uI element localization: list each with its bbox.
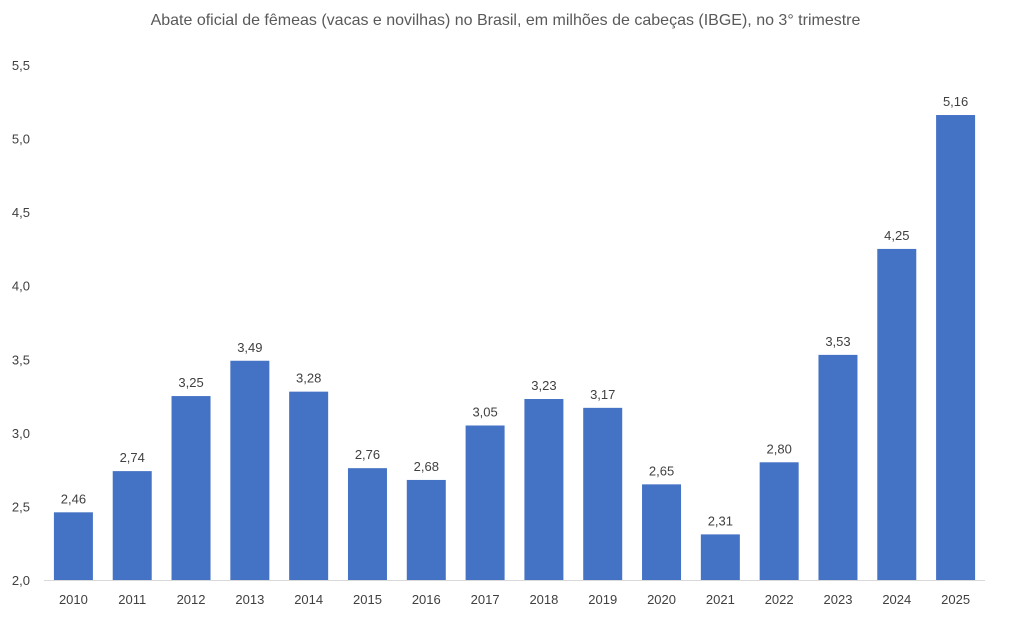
data-label: 2,46 [61, 491, 86, 506]
data-label: 2,80 [767, 441, 792, 456]
bar [347, 468, 387, 580]
x-tick-label: 2019 [588, 592, 617, 607]
x-tick-label: 2025 [941, 592, 970, 607]
chart-title: Abate oficial de fêmeas (vacas e novilha… [150, 12, 861, 29]
data-label: 2,65 [649, 463, 674, 478]
y-tick-label: 2,0 [12, 573, 30, 588]
data-label: 3,25 [178, 375, 203, 390]
x-tick-label: 2017 [471, 592, 500, 607]
bar [53, 512, 93, 580]
data-label: 2,31 [708, 513, 733, 528]
y-tick-label: 3,0 [12, 426, 30, 441]
bar [818, 354, 858, 580]
x-tick-label: 2013 [235, 592, 264, 607]
y-tick-label: 3,5 [12, 352, 30, 367]
bar [465, 425, 505, 580]
y-tick-label: 5,0 [12, 132, 30, 147]
y-tick-label: 2,5 [12, 499, 30, 514]
x-tick-label: 2018 [529, 592, 558, 607]
bar [289, 391, 329, 580]
x-tick-label: 2020 [647, 592, 676, 607]
bar [642, 484, 682, 580]
bar [936, 115, 976, 581]
bar [700, 534, 740, 580]
x-tick-label: 2015 [353, 592, 382, 607]
bar [759, 462, 799, 580]
x-tick-label: 2016 [412, 592, 441, 607]
x-tick-label: 2012 [177, 592, 206, 607]
x-tick-label: 2010 [59, 592, 88, 607]
bar [877, 248, 917, 580]
x-tick-label: 2023 [824, 592, 853, 607]
data-label: 3,05 [472, 405, 497, 420]
y-tick-label: 4,5 [12, 205, 30, 220]
x-tick-label: 2011 [118, 592, 146, 607]
data-label: 3,17 [590, 387, 615, 402]
bar [406, 479, 446, 580]
data-label: 3,28 [296, 371, 321, 386]
data-label: 2,74 [120, 450, 145, 465]
data-label: 2,76 [355, 447, 380, 462]
x-tick-label: 2014 [294, 592, 323, 607]
y-tick-label: 4,0 [12, 279, 30, 294]
x-tick-label: 2024 [882, 592, 911, 607]
y-tick-label: 5,5 [12, 58, 30, 73]
bar [171, 396, 211, 580]
bar [583, 407, 623, 580]
data-label: 3,53 [825, 334, 850, 349]
x-tick-label: 2021 [706, 592, 735, 607]
data-label: 3,49 [237, 340, 262, 355]
data-label: 2,68 [414, 459, 439, 474]
bar [112, 471, 152, 580]
data-label: 4,25 [884, 228, 909, 243]
x-tick-label: 2022 [765, 592, 794, 607]
data-label: 3,23 [531, 378, 556, 393]
bar [230, 360, 270, 580]
bar [524, 399, 564, 580]
data-label: 5,16 [943, 94, 968, 109]
